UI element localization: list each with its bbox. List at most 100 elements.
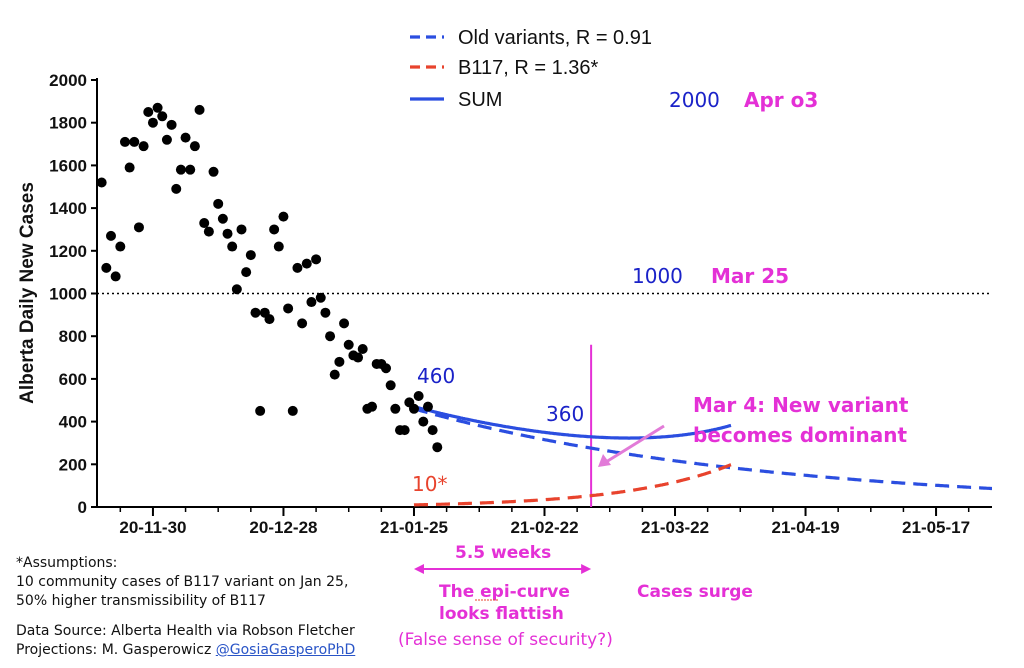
annotation: Mar 4: New variant [693, 393, 909, 417]
legend-label: SUM [458, 89, 502, 111]
data-point [119, 136, 130, 147]
data-point [264, 314, 275, 325]
annotation: 10* [412, 472, 447, 496]
legend-label: Old variants, R = 0.91 [458, 27, 652, 49]
data-point [385, 380, 396, 391]
data-point [189, 141, 200, 152]
data-point [418, 416, 429, 427]
assumptions-title: *Assumptions: [16, 555, 118, 571]
data-point [311, 254, 322, 265]
data-point [152, 102, 163, 113]
y-tick-label: 600 [59, 370, 87, 389]
annotation: 1000 [632, 264, 683, 288]
legend-label: B117, R = 1.36* [458, 57, 599, 79]
data-point [283, 303, 294, 314]
y-tick-label: 1000 [49, 285, 87, 304]
data-point [180, 132, 191, 143]
data-point [203, 226, 214, 237]
data-point [297, 318, 308, 329]
author-handle-link[interactable]: @GosiaGasperoPhD [215, 642, 356, 658]
annotation: Apr o3 [744, 88, 818, 112]
b117-line [413, 463, 732, 507]
data-point [175, 164, 186, 175]
data-point [301, 258, 312, 269]
y-tick-label: 1200 [49, 242, 87, 261]
data-point [222, 228, 233, 239]
annotation: 2000 [669, 88, 720, 112]
data-point [381, 363, 392, 374]
data-point [399, 425, 410, 436]
old-variants-line [413, 407, 992, 491]
data-point [208, 166, 219, 177]
data-point [306, 297, 317, 308]
data-point [166, 119, 177, 130]
data-point [427, 425, 438, 436]
data-point [110, 271, 121, 282]
projections-line: Projections: M. Gasperowicz @GosiaGasper… [16, 641, 355, 660]
data-point [413, 390, 424, 401]
data-point [343, 339, 354, 350]
annotation: The epi-curve [439, 582, 570, 602]
y-tick-label: 1800 [49, 114, 87, 133]
data-point [357, 344, 368, 355]
sum-line [413, 405, 732, 440]
data-point [315, 292, 326, 303]
x-tick-label: 20-11-30 [119, 518, 186, 537]
data-point [325, 331, 336, 342]
data-point [227, 241, 238, 252]
data-point [199, 218, 210, 229]
data-point [292, 262, 303, 273]
y-tick-label: 400 [59, 413, 87, 432]
data-point [255, 405, 266, 416]
annotation: 5.5 weeks [455, 543, 551, 563]
data-point [329, 369, 340, 380]
data-point [367, 401, 378, 412]
y-tick-label: 0 [78, 498, 87, 517]
data-point [231, 284, 242, 295]
annotation: 460 [417, 364, 455, 388]
data-point [138, 141, 149, 152]
data-point [133, 222, 144, 233]
data-point [269, 224, 280, 235]
x-tick-label: 21-04-19 [772, 518, 840, 537]
pointer-arrow-head [598, 454, 611, 467]
annotation: becomes dominant [693, 423, 907, 447]
x-tick-label: 20-12-28 [249, 518, 317, 537]
data-point [217, 213, 228, 224]
data-point [124, 162, 135, 173]
data-point [143, 107, 154, 118]
data-point [194, 104, 205, 115]
pointer-arrow [605, 424, 665, 464]
data-point [101, 262, 112, 273]
data-point [171, 183, 182, 194]
projections-prefix: Projections: M. Gasperowicz [16, 642, 216, 658]
data-point [320, 307, 331, 318]
data-point [432, 442, 443, 453]
data-point [115, 241, 126, 252]
assumptions-note: *Assumptions: 10 community cases of B117… [16, 554, 348, 611]
data-point [245, 250, 256, 261]
assumption-2: 50% higher transmissibility of B117 [16, 593, 266, 609]
annotation: looks flattish [439, 604, 564, 624]
data-source-note: Data Source: Alberta Health via Robson F… [16, 622, 355, 660]
data-point [273, 241, 284, 252]
x-tick-label: 21-01-25 [380, 518, 448, 537]
y-tick-label: 2000 [49, 71, 87, 90]
data-point [236, 224, 247, 235]
data-point [157, 111, 168, 122]
annotation: 360 [546, 402, 584, 426]
data-point [353, 352, 364, 363]
data-point [278, 211, 289, 222]
data-point [390, 403, 401, 414]
annotation: (False sense of security?) [398, 630, 613, 650]
data-point [241, 267, 252, 278]
data-point [213, 198, 224, 209]
data-source: Data Source: Alberta Health via Robson F… [16, 623, 355, 639]
data-point [339, 318, 350, 329]
arrow-head-left [413, 564, 424, 574]
data-point [96, 177, 107, 188]
data-point [147, 117, 158, 128]
arrow-head-right [581, 564, 592, 574]
y-tick-label: 800 [59, 327, 87, 346]
